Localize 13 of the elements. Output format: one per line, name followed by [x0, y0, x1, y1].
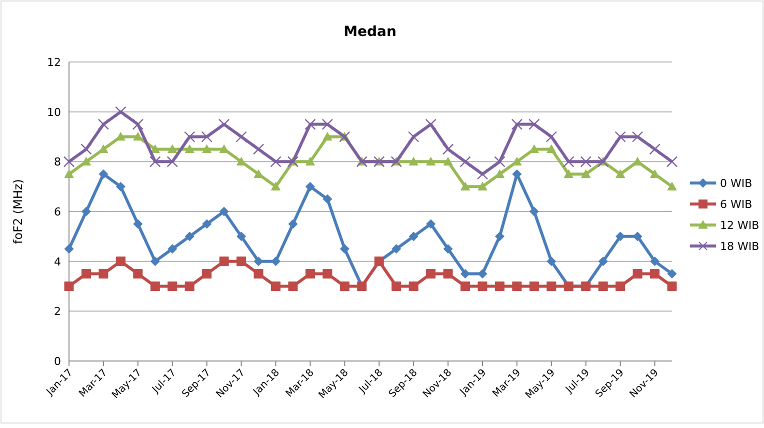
y-axis-title: foF2 (MHz) [11, 179, 25, 244]
legend-label: 18 WIB [720, 240, 760, 253]
y-tick-label: 4 [54, 255, 61, 268]
chart-title: Medan [344, 24, 396, 40]
legend-label: 12 WIB [720, 219, 760, 232]
y-tick-label: 0 [54, 355, 61, 368]
y-tick-label: 8 [54, 156, 61, 169]
legend-label: 0 WIB [720, 177, 752, 190]
y-tick-label: 6 [54, 206, 61, 218]
y-tick-label: 2 [54, 305, 61, 318]
y-tick-label: 12 [47, 56, 61, 69]
y-tick-label: 10 [47, 106, 61, 119]
legend-label: 6 WIB [720, 198, 752, 211]
